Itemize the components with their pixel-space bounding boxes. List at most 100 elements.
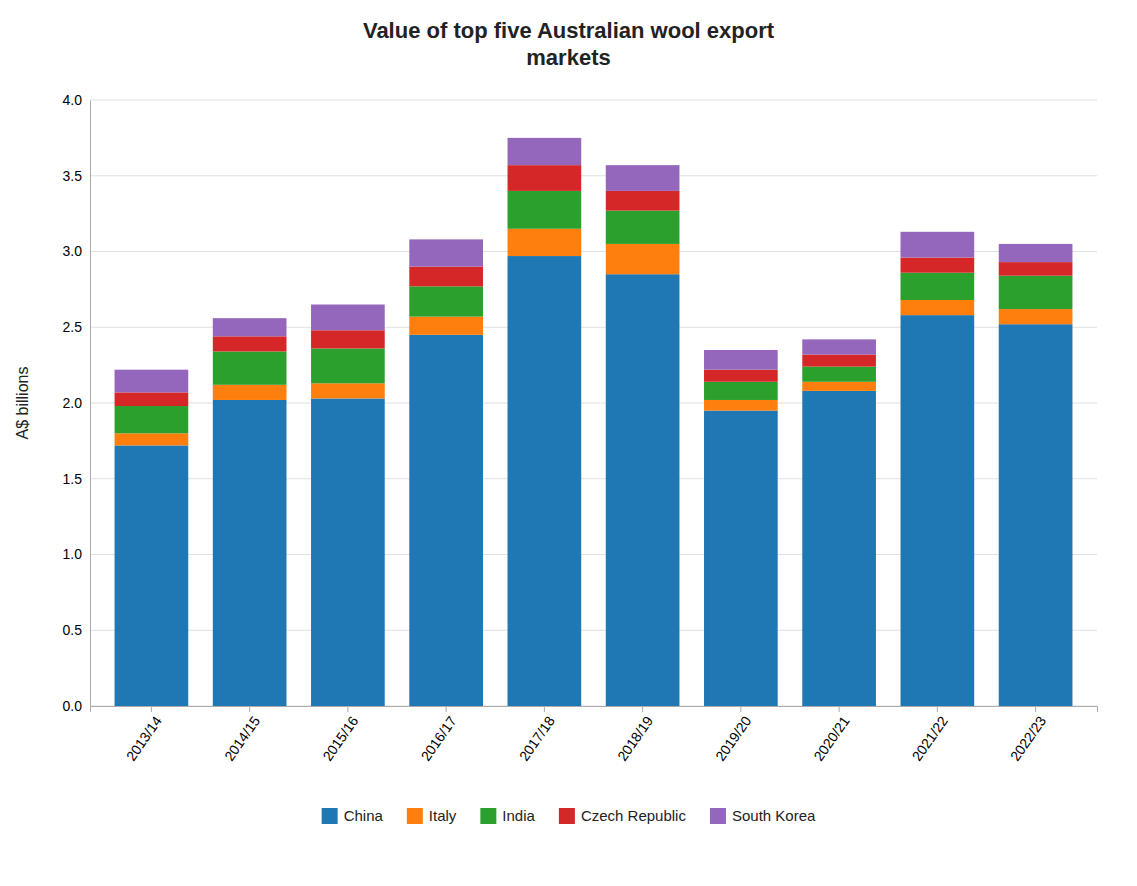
tick-label: 2.5 xyxy=(63,319,83,335)
bar xyxy=(115,406,189,433)
bar xyxy=(606,274,680,706)
tick: 0.0 xyxy=(63,698,90,714)
tick-label: 1.0 xyxy=(63,546,83,562)
bar xyxy=(999,244,1073,262)
bar xyxy=(802,367,876,382)
tick-mark xyxy=(839,706,840,712)
tick: 1.5 xyxy=(63,471,90,487)
tick: 2018/19 xyxy=(614,706,656,764)
bar xyxy=(213,385,287,400)
legend: China Italy India Czech Republic South Korea xyxy=(322,807,816,824)
legend-label: Italy xyxy=(429,807,457,824)
bar xyxy=(704,350,778,370)
bar xyxy=(704,370,778,382)
tick: 2020/21 xyxy=(810,706,852,764)
legend-item: Czech Republic xyxy=(559,807,687,824)
bar xyxy=(704,382,778,400)
legend-swatch xyxy=(322,808,338,824)
series xyxy=(115,191,1073,433)
tick-label: 0.0 xyxy=(63,698,83,714)
tick: 2.5 xyxy=(63,319,90,335)
grid-line xyxy=(90,100,1097,101)
tick-mark xyxy=(740,706,741,712)
bar xyxy=(802,355,876,367)
y-axis: 0.00.51.01.52.02.53.03.54.0 xyxy=(63,92,91,714)
tick-label: 1.5 xyxy=(63,471,83,487)
bar xyxy=(213,336,287,351)
legend-swatch xyxy=(710,808,726,824)
legend-item: Italy xyxy=(407,807,457,824)
tick: 2022/23 xyxy=(1007,706,1049,764)
tick-label: 2021/22 xyxy=(909,713,951,764)
bar xyxy=(606,165,680,191)
series xyxy=(115,256,1073,706)
bar xyxy=(704,400,778,411)
tick: 2017/18 xyxy=(516,706,558,764)
tick: 2015/16 xyxy=(319,706,361,764)
tick: 2021/22 xyxy=(909,706,951,764)
legend-swatch xyxy=(480,808,496,824)
tick-label: 2014/15 xyxy=(221,713,263,764)
bar xyxy=(508,138,582,165)
bar xyxy=(508,165,582,191)
legend-item: China xyxy=(322,807,384,824)
tick-label: 2020/21 xyxy=(810,713,852,764)
grid xyxy=(90,100,1097,706)
bar xyxy=(213,318,287,336)
bar xyxy=(999,309,1073,324)
tick: 2019/20 xyxy=(712,706,754,764)
bar xyxy=(409,267,483,287)
bars xyxy=(115,138,1073,706)
tick-mark xyxy=(151,706,152,712)
bar xyxy=(115,370,189,393)
bar xyxy=(999,276,1073,309)
tick: 4.0 xyxy=(63,92,90,108)
bar xyxy=(311,330,385,348)
bar xyxy=(311,383,385,398)
tick-mark xyxy=(446,706,447,712)
tick: 3.0 xyxy=(63,243,90,259)
legend-item: South Korea xyxy=(710,807,816,824)
series xyxy=(115,165,1073,406)
tick-label: 3.0 xyxy=(63,243,83,259)
chart: Value of top five Australian wool export… xyxy=(0,0,1137,886)
bar xyxy=(901,315,975,706)
tick: 2016/17 xyxy=(417,706,459,764)
bar xyxy=(508,256,582,706)
bar xyxy=(606,191,680,211)
bar xyxy=(409,335,483,706)
bar xyxy=(901,232,975,258)
bar xyxy=(901,273,975,300)
axis-line xyxy=(90,101,91,707)
tick-label: 4.0 xyxy=(63,92,83,108)
bar xyxy=(213,400,287,706)
legend-label: South Korea xyxy=(732,807,816,824)
tick-label: 2022/23 xyxy=(1007,713,1049,764)
bar xyxy=(311,348,385,383)
grid-line xyxy=(90,175,1097,176)
bar xyxy=(115,445,189,706)
tick-label: 0.5 xyxy=(63,622,83,638)
legend-label: China xyxy=(344,807,384,824)
tick-label: 2015/16 xyxy=(319,713,361,764)
bar xyxy=(311,305,385,331)
x-axis: 2013/142014/152015/162016/172017/182018/… xyxy=(91,706,1098,764)
bar xyxy=(901,258,975,273)
bar xyxy=(802,339,876,354)
legend-swatch xyxy=(559,808,575,824)
tick-label: 2018/19 xyxy=(614,713,656,764)
bar xyxy=(606,244,680,274)
tick-mark xyxy=(642,706,643,712)
bar xyxy=(409,286,483,316)
tick: 3.5 xyxy=(63,168,90,184)
bar xyxy=(115,392,189,406)
bar xyxy=(213,351,287,384)
legend-label: India xyxy=(502,807,535,824)
bar xyxy=(115,433,189,445)
bar xyxy=(606,211,680,244)
tick-mark xyxy=(249,706,250,712)
tick-mark xyxy=(347,706,348,712)
tick-label: 3.5 xyxy=(63,168,83,184)
tick-label: 2016/17 xyxy=(417,713,459,764)
bar xyxy=(802,382,876,391)
